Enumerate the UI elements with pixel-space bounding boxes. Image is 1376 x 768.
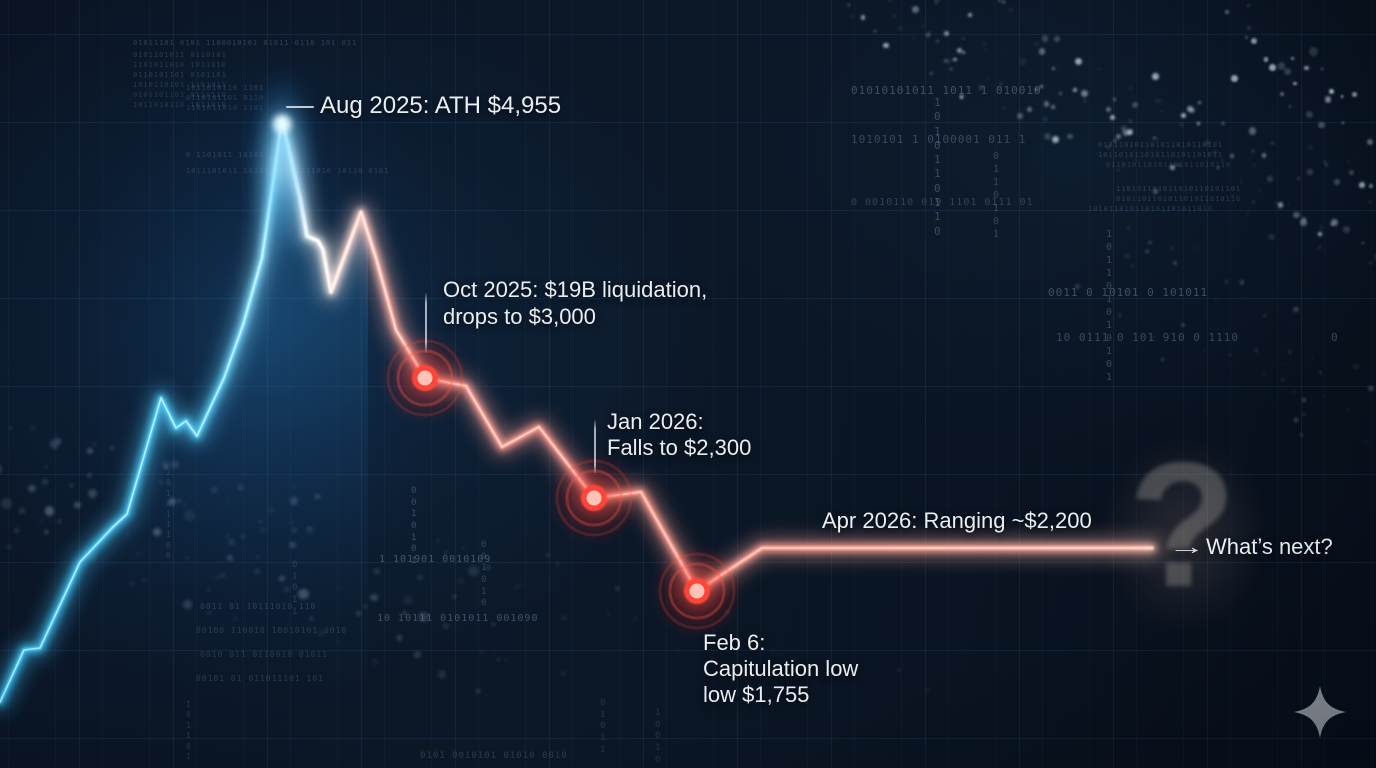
capitulation-annotation-line2: Capitulation low bbox=[703, 656, 859, 681]
ranging-annotation-text: Apr 2026: Ranging ~$2,200 bbox=[822, 508, 1092, 533]
peak-glow bbox=[248, 70, 316, 260]
whats-next-text: What’s next? bbox=[1206, 534, 1333, 559]
ath-callout-dash bbox=[286, 106, 314, 108]
crash-event-marker bbox=[649, 543, 745, 639]
capitulation-annotation-line3: low $1,755 bbox=[703, 682, 810, 707]
peak-tip-glow bbox=[273, 115, 291, 133]
jan-annotation-line1: Jan 2026: bbox=[607, 409, 704, 434]
jan-annotation-line2: Falls to $2,300 bbox=[607, 435, 752, 460]
sparkle-icon bbox=[1294, 686, 1346, 738]
oct-callout-line bbox=[425, 292, 427, 354]
ath-annotation: Aug 2025: ATH $4,955 bbox=[320, 93, 561, 119]
ath-annotation-text: Aug 2025: ATH $4,955 bbox=[320, 92, 562, 119]
liquidation-annotation: Oct 2025: $19B liquidation, drops to $3,… bbox=[443, 276, 707, 330]
capitulation-annotation-line1: Feb 6: bbox=[703, 630, 766, 655]
arrow-right-icon: → bbox=[1168, 534, 1206, 559]
ranging-annotation: Apr 2026: Ranging ~$2,200 bbox=[822, 508, 1092, 534]
liquidation-annotation-line2: drops to $3,000 bbox=[443, 304, 596, 329]
whats-next-annotation: →What’s next? bbox=[1168, 534, 1333, 560]
liquidation-annotation-line1: Oct 2025: $19B liquidation, bbox=[443, 277, 708, 302]
jan-callout-line bbox=[594, 419, 596, 475]
question-mark: ? bbox=[1128, 425, 1237, 624]
jan-annotation: Jan 2026: Falls to $2,300 bbox=[607, 409, 751, 461]
capitulation-annotation: Feb 6: Capitulation low low $1,755 bbox=[703, 630, 858, 708]
